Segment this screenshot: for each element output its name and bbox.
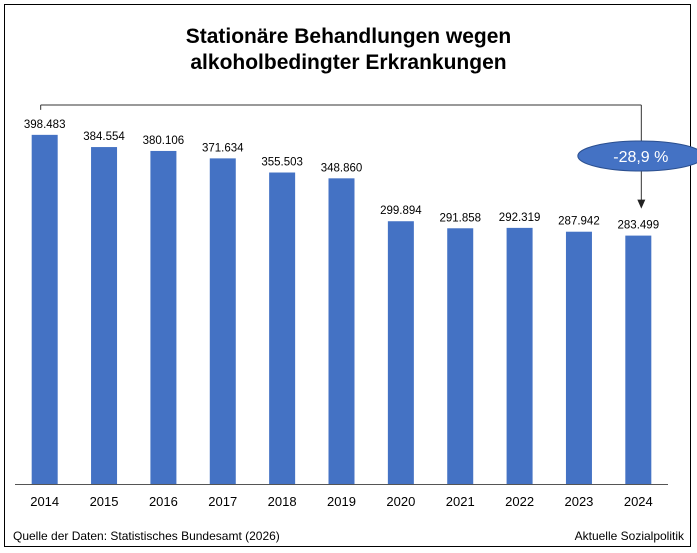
- value-label-2019: 348.860: [321, 162, 363, 174]
- bar-2019: [328, 178, 355, 484]
- bar-2014: [31, 134, 58, 484]
- chart-title: Stationäre Behandlungen wegen alkoholbed…: [0, 24, 697, 76]
- x-tick-label-2019: 2019: [327, 494, 356, 509]
- x-tick-label-2014: 2014: [30, 494, 59, 509]
- bar-2024: [625, 235, 652, 484]
- x-tick-label-2016: 2016: [149, 494, 178, 509]
- annotation-arrow-head: [637, 199, 646, 209]
- bar-2017: [209, 158, 236, 485]
- data-source-note: Quelle der Daten: Statistisches Bundesam…: [13, 529, 280, 543]
- x-tick-label-2022: 2022: [505, 494, 534, 509]
- change-badge: [577, 140, 697, 172]
- chart-title-line-2: alkoholbedingter Erkrankungen: [190, 51, 507, 74]
- value-label-2016: 380.106: [143, 135, 185, 147]
- x-tick-label-2018: 2018: [268, 494, 297, 509]
- value-label-2015: 384.554: [83, 131, 125, 143]
- x-tick-label-2021: 2021: [446, 494, 475, 509]
- x-tick-label-2017: 2017: [208, 494, 237, 509]
- x-tick-label-2024: 2024: [624, 494, 653, 509]
- value-label-2020: 299.894: [380, 205, 422, 217]
- bar-2021: [447, 228, 474, 484]
- value-label-2017: 371.634: [202, 142, 244, 154]
- value-label-2018: 355.503: [261, 157, 303, 169]
- bar-2022: [506, 227, 533, 485]
- bar-2023: [565, 231, 592, 484]
- bar-2020: [387, 221, 414, 485]
- value-label-2014: 398.483: [24, 119, 66, 131]
- x-tick-label-2015: 2015: [90, 494, 119, 509]
- bar-2016: [150, 150, 177, 484]
- value-label-2021: 291.858: [439, 212, 481, 224]
- publisher-brand: Aktuelle Sozialpolitik: [574, 529, 684, 543]
- change-badge-label: -28,9 %: [613, 149, 668, 166]
- value-label-2023: 287.942: [558, 216, 600, 228]
- chart-title-line-1: Stationäre Behandlungen wegen: [185, 25, 512, 48]
- bar-2015: [91, 147, 118, 485]
- x-tick-label-2020: 2020: [386, 494, 415, 509]
- value-label-2022: 292.319: [499, 212, 541, 224]
- x-tick-label-2023: 2023: [564, 494, 593, 509]
- value-label-2024: 283.499: [618, 220, 660, 232]
- bar-2018: [269, 172, 296, 484]
